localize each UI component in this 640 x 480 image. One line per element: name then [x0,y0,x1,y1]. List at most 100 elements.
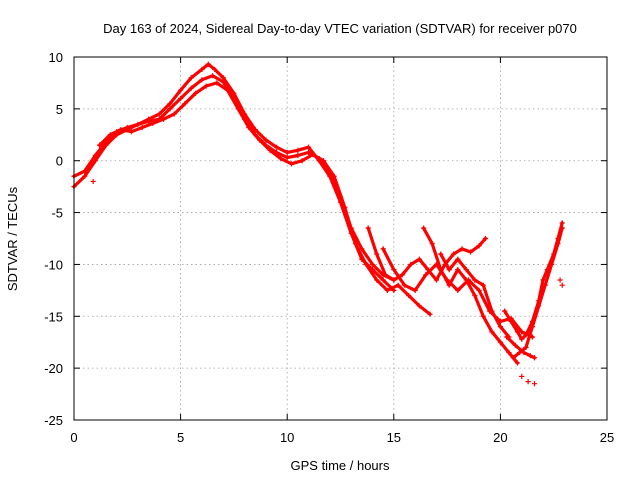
series-layer [71,61,565,387]
data-point [482,235,489,242]
data-point [555,241,561,247]
chart-title: Day 163 of 2024, Sidereal Day-to-day VTE… [103,21,577,36]
data-point [320,158,327,164]
data-point [128,129,135,135]
y-tick-label: 5 [56,102,63,117]
series-line [72,62,396,292]
series-line [97,81,432,316]
axis-ticks [73,56,608,421]
data-point [472,292,478,299]
data-point [504,334,510,340]
data-point [90,178,96,185]
data-point [278,156,284,162]
data-point [156,111,162,117]
data-point [284,149,290,156]
data-point [212,66,218,73]
data-point [521,349,527,356]
data-point [380,246,386,252]
data-point [519,336,525,342]
data-point [256,137,263,143]
data-point [416,256,422,262]
data-point [497,324,503,330]
data-point [459,246,465,252]
data-point [423,272,429,278]
data-point [203,83,209,89]
data-point [421,225,427,231]
data-point [299,158,305,164]
data-point [305,149,312,156]
data-point [199,77,205,83]
y-axis-label: SDTVAR / TECUs [5,186,20,291]
data-point [446,282,452,288]
data-point [557,277,563,283]
data-point [205,61,211,67]
series-satellite-track-f [421,225,521,366]
series-line [422,226,520,365]
data-point [288,161,295,167]
data-point [118,127,124,133]
data-point [519,373,525,380]
data-point [427,311,433,317]
data-point [246,124,252,131]
data-point [82,173,88,179]
data-point [399,272,405,278]
y-tick-labels: 10 5 0 -5 -10 -15 -20 -25 [44,50,63,428]
data-point [433,277,440,283]
data-point [406,292,412,299]
data-point [273,144,280,150]
data-point [480,282,486,288]
data-point [295,152,301,159]
data-point [391,277,397,283]
data-point [374,251,380,257]
data-point [178,87,184,93]
data-point [305,144,312,150]
data-point [220,79,226,85]
data-point [263,137,269,143]
data-point [342,204,348,210]
data-point [527,353,533,359]
data-point [455,287,461,293]
data-point [559,220,565,226]
data-point [529,324,535,330]
data-point [438,251,444,257]
y-tick-label: 0 [56,154,63,169]
data-point [489,329,495,335]
data-point [391,267,397,273]
data-point [160,116,167,122]
series-satellite-track-g [438,251,512,340]
data-point [182,101,188,107]
data-point [408,261,414,268]
data-point [224,87,231,93]
y-tick-label: -25 [44,413,63,428]
data-point [139,124,145,131]
data-point [455,256,461,262]
data-point [82,168,88,174]
data-point [192,90,199,96]
data-point [542,282,548,288]
data-point [502,308,508,314]
data-point [523,332,529,338]
y-tick-label: -20 [44,361,63,376]
data-point [540,277,546,283]
data-point [506,349,512,356]
data-point [429,241,435,247]
data-point [380,277,386,283]
data-point [214,80,220,86]
y-tick-label: 10 [49,50,63,65]
data-point [199,66,205,73]
data-point [178,95,184,102]
series-isolated-points [90,178,565,387]
data-point [514,360,521,366]
data-point [171,111,177,117]
data-point [363,261,369,268]
data-point [450,251,457,257]
data-point [463,267,469,273]
x-tick-labels: 0 5 10 15 20 25 [70,430,614,445]
data-point [467,249,474,255]
y-tick-label: -10 [44,257,63,272]
data-point [438,267,444,273]
data-point [536,303,542,309]
data-point [395,282,401,288]
